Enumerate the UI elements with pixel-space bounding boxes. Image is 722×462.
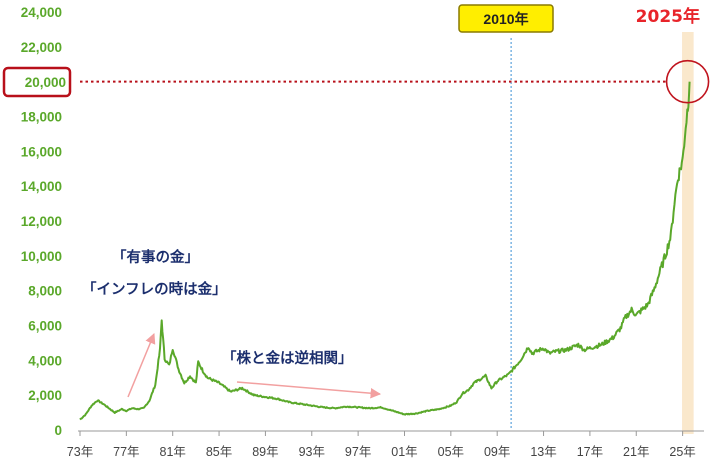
x-tick-label: 13年 [530,445,556,459]
highlight-value-label: 20,000 [25,75,66,90]
annotation-safe-haven: 「有事の金」 [112,248,199,266]
x-tick-label: 77年 [113,445,139,459]
y-tick-label: 8,000 [28,284,62,299]
annotation-negative-correlation: 「株と金は逆相関」 [222,349,353,367]
x-axis-ticks: 73年 77年 81年 85年 89年 93年 97年 01年 05年 09年 13年 17年 21年 2… [67,431,696,459]
y-tick-label: 10,000 [21,249,62,264]
x-tick-label: 25年 [669,445,695,459]
highlight-band-2025 [682,32,694,434]
y-tick-label: 22,000 [21,40,62,55]
y-tick-label: 4,000 [28,353,62,368]
y-tick-label: 6,000 [28,319,62,334]
x-tick-label: 17年 [577,445,603,459]
x-tick-label: 09年 [484,445,510,459]
annotation-arrow-up [127,333,156,398]
y-tick-label: 12,000 [21,214,62,229]
end-year-label: 2025年 [636,6,700,27]
y-tick-label: 16,000 [21,144,62,159]
year-badge-2010-label: 2010年 [483,11,528,27]
x-tick-label: 01年 [391,445,417,459]
x-tick-label: 21年 [623,445,649,459]
y-tick-label: 2,000 [28,388,62,403]
annotation-inflation: 「インフレの時は金」 [82,280,227,298]
latest-value-circle [665,59,710,104]
x-tick-label: 97年 [345,445,371,459]
highlight-value-box [2,66,72,98]
annotation-arrow-right [236,381,382,399]
x-tick-label: 93年 [299,445,325,459]
y-tick-label: 18,000 [21,110,62,125]
y-tick-label: 0 [54,423,62,438]
y-tick-label: 24,000 [21,5,62,20]
x-tick-label: 05年 [438,445,464,459]
x-tick-label: 89年 [252,445,278,459]
year-badge-2010 [458,4,554,33]
price-series-line [79,81,691,421]
x-tick-label: 81年 [160,445,186,459]
y-axis-ticks: 0 2,000 4,000 6,000 8,000 10,000 12,000 14,000 1… [21,5,62,438]
y-tick-label: 14,000 [21,179,62,194]
x-tick-label: 85年 [206,445,232,459]
x-tick-label: 73年 [67,445,93,459]
